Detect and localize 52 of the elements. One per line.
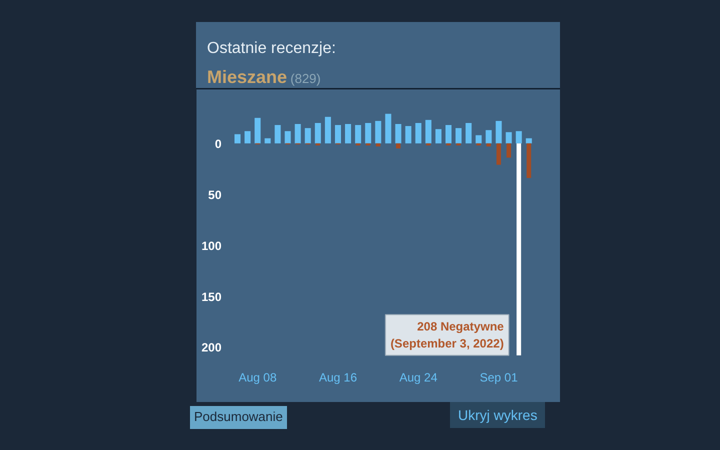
text: Podsumowanie [190, 406, 287, 429]
bar [365, 122, 372, 144]
bar [415, 122, 422, 144]
bar [486, 130, 492, 144]
bar [244, 131, 251, 144]
bar [385, 114, 392, 144]
annotation: 208 Negatywne (September 3, 2022) [390, 320, 504, 350]
y-tick-label: 50 [208, 188, 222, 202]
bar [355, 125, 362, 144]
bar [376, 143, 380, 146]
bar [304, 128, 311, 144]
bar [375, 120, 382, 144]
bar [294, 124, 301, 144]
bar [284, 131, 291, 144]
bar [324, 116, 331, 144]
bar [425, 120, 432, 144]
bar [314, 122, 321, 144]
text: Ukryj wykres [450, 402, 546, 428]
bar [456, 128, 462, 144]
y-tick-label: 150 [201, 290, 222, 304]
bar [506, 143, 512, 158]
bar [234, 134, 241, 144]
text: (829) [290, 70, 321, 86]
bar [526, 138, 532, 144]
x-tick-label: Sep 01 [480, 370, 518, 384]
x-tick-label: Aug 24 [399, 370, 438, 384]
bar [405, 126, 412, 144]
y-tick-label: 0 [214, 136, 222, 151]
bar [435, 129, 442, 144]
bar [334, 125, 341, 144]
bar [496, 120, 502, 144]
bar [466, 122, 472, 144]
y-tick-label: 100 [201, 238, 222, 253]
bar [516, 143, 522, 356]
bar [476, 135, 482, 144]
x-tick-label: Aug 16 [318, 370, 358, 384]
bar [445, 125, 452, 144]
y-tick-label: 200 [201, 340, 222, 355]
chart-title: Ostatnie recenzje: [207, 39, 336, 59]
bar [526, 143, 532, 178]
bar [395, 124, 402, 144]
bar [516, 131, 522, 144]
bar [274, 125, 281, 144]
bar [345, 124, 352, 144]
bar [496, 143, 501, 165]
bar [254, 118, 261, 144]
bar [396, 143, 401, 148]
bar [264, 138, 271, 144]
chart-subtitle: Mieszane [207, 66, 288, 87]
bar [506, 132, 512, 144]
bar [486, 143, 491, 146]
x-tick-label: Aug 08 [238, 370, 277, 384]
